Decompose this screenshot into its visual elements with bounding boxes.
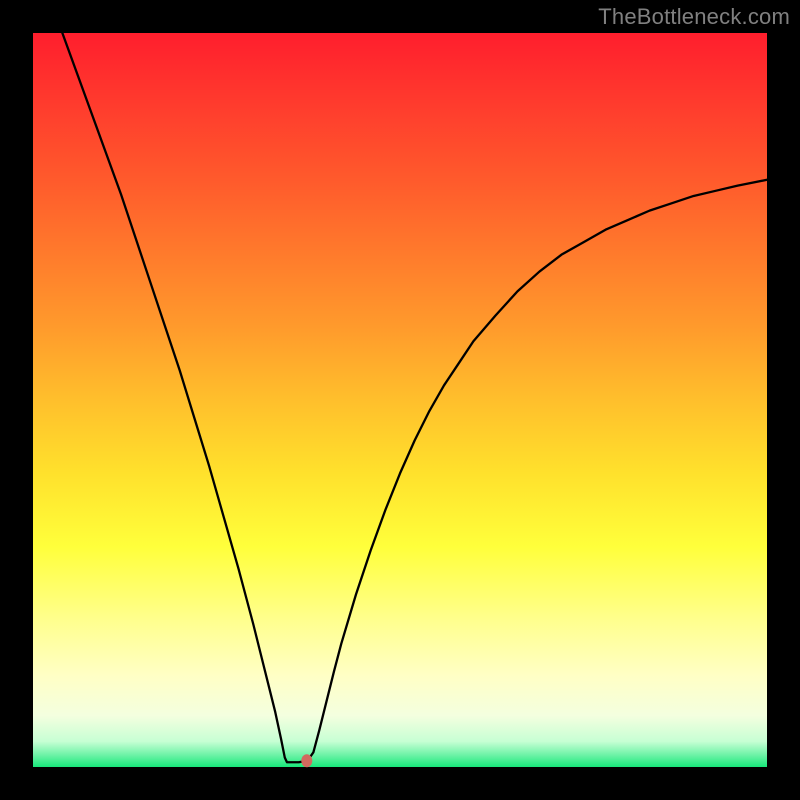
optimum-marker — [301, 754, 312, 767]
plot-background — [33, 33, 767, 767]
bottleneck-chart: TheBottleneck.com — [0, 0, 800, 800]
chart-svg — [0, 0, 800, 800]
